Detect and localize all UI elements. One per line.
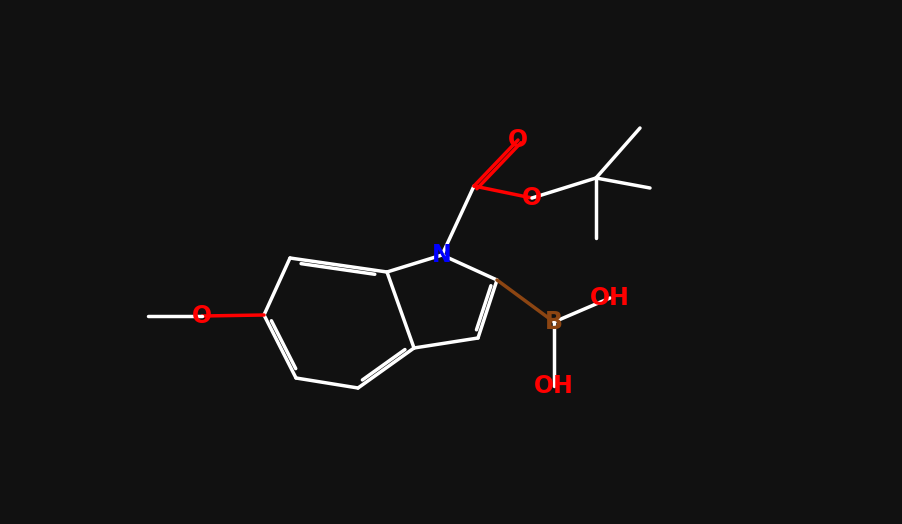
Text: O: O (521, 186, 541, 210)
Text: B: B (545, 310, 562, 334)
Text: OH: OH (533, 374, 574, 398)
Text: O: O (507, 128, 528, 152)
Text: O: O (192, 304, 212, 328)
Text: N: N (432, 243, 451, 267)
Text: OH: OH (589, 286, 630, 310)
